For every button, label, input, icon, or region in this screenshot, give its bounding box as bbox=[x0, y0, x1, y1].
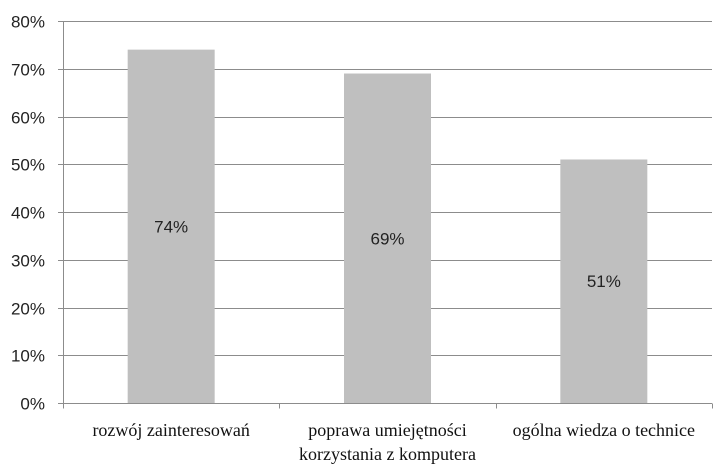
y-tick-label: 50% bbox=[11, 156, 45, 175]
category-labels: rozwój zainteresowań poprawa umiejętności… bbox=[92, 420, 695, 464]
y-tick-label: 30% bbox=[11, 252, 45, 271]
y-tick-label: 60% bbox=[11, 109, 45, 128]
x-category-label: poprawa umiejętności bbox=[308, 420, 466, 440]
x-category-label: rozwój zainteresowań bbox=[92, 420, 249, 440]
bars bbox=[127, 49, 648, 404]
bar bbox=[127, 49, 215, 404]
y-tick-label: 0% bbox=[20, 395, 45, 414]
x-category-label: ogólna wiedza o technice bbox=[513, 420, 695, 440]
y-tick-label: 80% bbox=[11, 13, 45, 32]
bar bbox=[344, 73, 431, 404]
y-tick-label: 10% bbox=[11, 347, 45, 366]
y-tick-label: 40% bbox=[11, 204, 45, 223]
data-label: 74% bbox=[154, 217, 188, 236]
y-tick-label: 20% bbox=[11, 300, 45, 319]
data-label: 69% bbox=[370, 229, 404, 248]
data-labels: 74% 69% 51% bbox=[154, 217, 621, 291]
x-category-label: korzystania z komputera bbox=[299, 444, 476, 464]
bar bbox=[560, 159, 648, 403]
data-label: 51% bbox=[587, 272, 621, 291]
y-tick-label: 70% bbox=[11, 61, 45, 80]
